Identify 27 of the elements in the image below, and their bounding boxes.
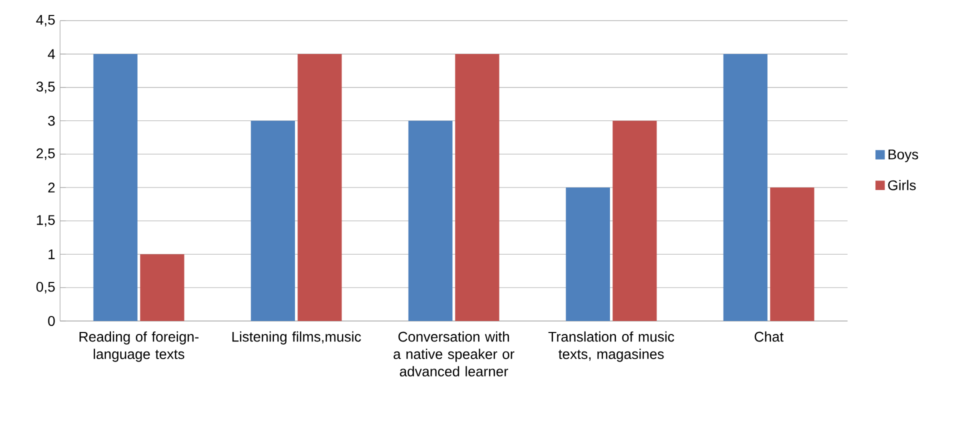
y-tick-label: 3,5	[36, 81, 55, 94]
legend-label: Boys	[888, 149, 918, 162]
bar	[140, 254, 184, 321]
bar	[566, 187, 610, 321]
x-tick-label: Listening films,music	[232, 331, 361, 344]
x-tick-label: Reading of foreign-language texts	[80, 331, 199, 362]
y-tick-label: 2	[48, 182, 55, 192]
bar	[298, 54, 342, 321]
legend-label: Girls	[888, 180, 916, 190]
bar	[770, 187, 814, 321]
bar	[612, 120, 657, 321]
y-tick-label: 1	[48, 249, 55, 259]
bar	[93, 54, 138, 321]
bar	[723, 54, 768, 321]
y-tick-label: 1,5	[36, 214, 55, 226]
y-tick-label: 4	[48, 49, 55, 59]
bar	[408, 120, 452, 321]
x-tick-label: Conversation with a native speaker or advanced learner	[394, 331, 514, 376]
y-tick-label: 0,5	[36, 282, 55, 294]
y-tick-label: 4,5	[36, 14, 55, 26]
y-tick-label: 3	[48, 116, 55, 126]
bar	[250, 120, 295, 321]
x-tick-label: Translation of music texts, magasines	[548, 331, 674, 362]
y-tick-label: 2,5	[36, 148, 55, 160]
x-tick-label: Chat	[754, 331, 784, 342]
y-tick-label: 0	[48, 316, 55, 326]
bar	[455, 54, 500, 321]
